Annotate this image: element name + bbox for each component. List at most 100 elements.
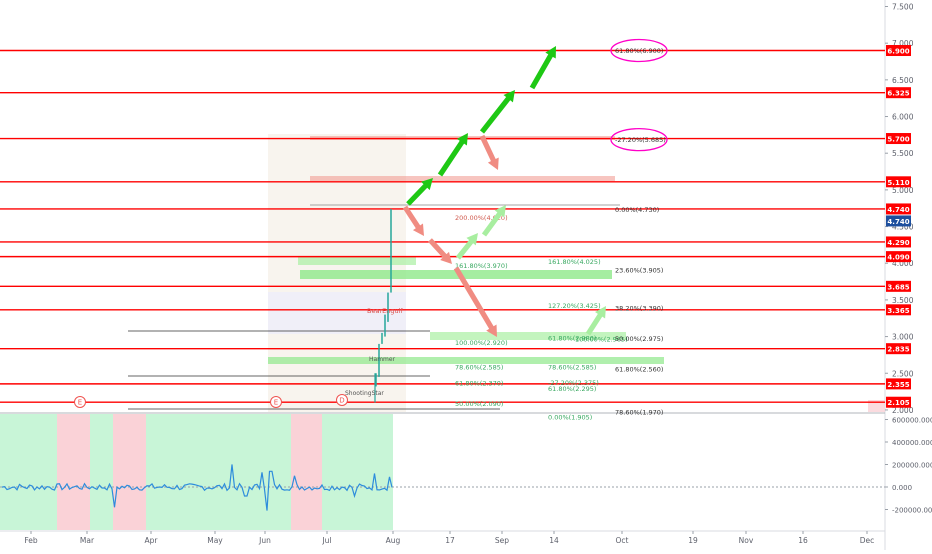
level-badge-4.090	[886, 251, 911, 263]
forecast-down-arrow	[402, 205, 424, 236]
price-tick-label: 6.000	[892, 113, 914, 122]
pattern-label: BearEngulf	[367, 307, 403, 315]
event-marker	[270, 396, 282, 408]
level-badge-2.105	[886, 396, 911, 408]
level-badge-label: 6.900	[887, 48, 909, 56]
highlight-circle	[610, 127, 668, 152]
level-badge-label: 3.365	[887, 307, 909, 315]
time-tick-label: Apr	[145, 536, 159, 545]
time-tick-label: 19	[688, 536, 698, 545]
fib-label: 100.00%(2.965)	[575, 336, 628, 344]
price-tick-label: 3.500	[892, 296, 914, 305]
forecast-up-arrow	[479, 90, 515, 134]
level-badge-label: 2.355	[887, 381, 909, 389]
time-tick-label: 14	[549, 536, 559, 545]
time-tick-label: 17	[445, 536, 455, 545]
time-tick-label: Jul	[321, 536, 331, 545]
level-badge-3.365	[886, 304, 911, 316]
price-tick-label: 3.000	[892, 333, 914, 342]
level-badge-4.290	[886, 236, 911, 248]
event-marker	[336, 394, 348, 406]
fib-label: 100.00%(2.920)	[455, 339, 508, 347]
forecast-up-arrow	[529, 46, 556, 90]
bull-region	[90, 414, 113, 530]
forecast-up-arrow-light	[455, 233, 478, 260]
time-tick-label: Dec	[860, 536, 875, 545]
level-badge-label: 6.325	[887, 90, 909, 98]
level-badge-6.900	[886, 45, 911, 57]
forecast-up-arrow	[406, 178, 433, 206]
fib-label: 0.00%(4.730)	[615, 206, 659, 214]
forecast-up-arrow-light	[585, 306, 606, 336]
level-badge-label: 4.290	[887, 239, 909, 247]
bull-region	[0, 414, 57, 530]
event-marker-label: E	[78, 399, 82, 407]
level-badge-5.700	[886, 133, 911, 145]
fib-label: 78.60%(2.585)	[455, 364, 503, 372]
level-badge-label: 4.090	[887, 254, 909, 262]
level-badge-label: 5.700	[887, 136, 909, 144]
time-tick-label: Sep	[495, 536, 509, 545]
fib-label: -27.20%(2.375)	[548, 379, 599, 387]
level-badge-label: 5.110	[887, 179, 909, 187]
forecast-down-arrow	[453, 266, 497, 337]
price-tick-label: 7.500	[892, 3, 914, 12]
indicator-line	[1, 464, 393, 511]
fib-band-green-3	[268, 357, 664, 364]
time-tick-label: Feb	[24, 536, 38, 545]
level-badge-4.740	[886, 203, 911, 215]
level-badge-6.325	[886, 87, 911, 99]
level-badge-3.685	[886, 280, 911, 292]
time-tick-label: Oct	[616, 536, 629, 545]
pattern-label: Hammer	[369, 356, 396, 363]
price-tick-label: 7.000	[892, 39, 914, 48]
indicator-tick-label: -200000.000	[892, 507, 932, 515]
current-price-label: 4.740	[887, 218, 909, 226]
event-marker-label: D	[339, 397, 344, 405]
indicator-tick-label: 200000.000	[892, 462, 932, 470]
time-tick-label: Nov	[739, 536, 754, 545]
fib-band-green-2	[298, 257, 416, 265]
price-tick-label: 4.000	[892, 259, 914, 268]
fib-label: 127.20%(3.425)	[548, 302, 601, 310]
time-tick-label: 16	[798, 536, 808, 545]
bear-region	[57, 414, 90, 530]
fib-label: 61.80%(6.900)	[615, 47, 663, 55]
indicator-tick-label: 400000.000	[892, 439, 932, 447]
bull-region	[322, 414, 393, 530]
indicator-tick-label: 600000.000	[892, 417, 932, 425]
price-tick-label: 5.500	[892, 149, 914, 158]
fib-label: 50.00%(2.090)	[455, 400, 503, 408]
level-badge-label: 2.835	[887, 346, 909, 354]
fib-label: 23.60%(3.905)	[615, 267, 663, 275]
forecast-up-arrow	[437, 133, 468, 177]
forecast-down-arrow	[428, 238, 452, 264]
level-badge-2.835	[886, 343, 911, 355]
fib-label: 61.80%(2.295)	[548, 385, 596, 393]
fib-band-red	[310, 176, 615, 181]
bull-region	[146, 414, 291, 530]
bear-region	[113, 414, 146, 530]
fib-label: 61.80%(2.980)	[548, 335, 596, 343]
forecast-up-arrow-light	[481, 205, 506, 237]
time-tick-label: May	[207, 536, 223, 545]
fib-label: 78.60%(2.585)	[548, 364, 596, 372]
fib-label: 38.20%(3.390)	[615, 304, 663, 312]
time-tick-label: Mar	[80, 536, 95, 545]
fib-zone-lower	[268, 292, 406, 334]
fib-label: 161.80%(4.025)	[548, 258, 601, 266]
price-tick-label: 2.000	[892, 406, 914, 415]
price-tick-label: 6.500	[892, 76, 914, 85]
pattern-label: ShootingStar	[345, 390, 384, 397]
fib-label: 0.00%(1.905)	[548, 413, 592, 421]
level-badge-label: 2.105	[887, 399, 909, 407]
fib-label: 61.80%(2.370)	[455, 379, 503, 387]
time-tick-label: Jun	[258, 536, 271, 545]
current-price-badge	[886, 215, 911, 227]
fib-label: 200.00%(4.620)	[455, 214, 508, 222]
fib-label: -27.20%(5.685)	[615, 136, 666, 144]
level-badge-5.110	[886, 176, 911, 188]
forecast-down-arrow	[479, 134, 499, 170]
highlight-circle	[610, 38, 668, 63]
